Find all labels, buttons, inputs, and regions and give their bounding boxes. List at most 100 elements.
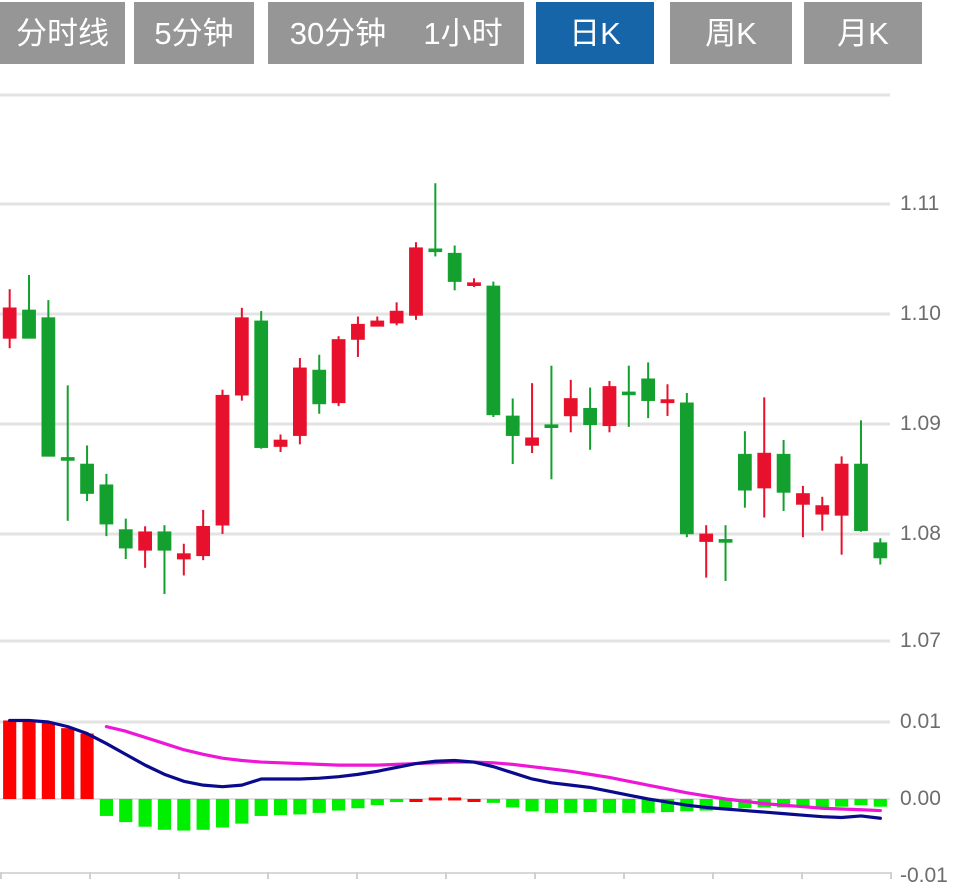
candle[interactable] (738, 431, 752, 508)
candle[interactable] (467, 278, 481, 288)
candle[interactable] (621, 365, 636, 427)
candle[interactable] (873, 538, 888, 565)
candle[interactable] (215, 389, 230, 534)
candle[interactable] (409, 242, 423, 320)
macd-bar (602, 799, 617, 813)
candle[interactable] (660, 384, 675, 416)
period-tab-label: 分时线 (16, 15, 109, 51)
candle[interactable] (505, 398, 520, 465)
candle[interactable] (41, 300, 56, 457)
macd-bar (409, 799, 423, 802)
candlestick-and-macd-plot[interactable] (0, 66, 963, 879)
candle-wick (531, 383, 534, 454)
candle[interactable] (312, 354, 327, 414)
price-gridline-1.07 (0, 639, 890, 643)
period-tab-1[interactable]: 5分钟 (134, 2, 254, 64)
macd-bar (641, 799, 655, 813)
candle-body (796, 493, 810, 505)
candle[interactable] (602, 380, 617, 433)
macd-bar (138, 799, 152, 827)
candle[interactable] (679, 393, 694, 538)
candle[interactable] (234, 307, 249, 401)
period-tab-5[interactable]: 周K (670, 2, 792, 64)
candle-body (215, 394, 230, 526)
candle[interactable] (718, 525, 733, 581)
candle[interactable] (99, 473, 114, 537)
candle[interactable] (370, 316, 385, 327)
candle[interactable] (196, 509, 211, 561)
period-tab-2[interactable]: 30分钟 (268, 2, 408, 64)
candle[interactable] (447, 245, 462, 291)
candle[interactable] (834, 456, 849, 555)
candle[interactable] (138, 526, 152, 568)
macd-bar (273, 799, 288, 816)
x-axis-tick (534, 872, 536, 879)
candle[interactable] (254, 311, 269, 449)
candle[interactable] (815, 496, 830, 531)
candle[interactable] (157, 525, 172, 595)
candle[interactable] (796, 485, 810, 538)
macd-bar (718, 799, 733, 810)
macd-bar (41, 722, 55, 799)
price-gridline-1.09 (0, 422, 890, 426)
candle-body (409, 247, 423, 316)
candle-body (118, 529, 133, 549)
candle[interactable] (331, 336, 346, 407)
candle[interactable] (563, 379, 578, 433)
candle[interactable] (2, 289, 17, 349)
candle-body (583, 407, 597, 425)
candle[interactable] (854, 420, 868, 532)
candle-body (486, 285, 501, 416)
candle[interactable] (351, 316, 365, 357)
candle-wick (801, 485, 804, 538)
candle[interactable] (583, 387, 597, 450)
candle-body (351, 323, 365, 340)
candle-body (544, 424, 559, 428)
candle-body (428, 248, 443, 253)
candle[interactable] (428, 183, 443, 257)
candle-wick (550, 365, 553, 480)
candle[interactable] (757, 397, 772, 518)
candle-body (834, 463, 849, 516)
macd-bar (777, 799, 791, 808)
candle-wick (627, 365, 630, 427)
candle-body (854, 463, 868, 531)
candle-body (41, 317, 56, 457)
macd-axis-label-2: -0.01 (900, 864, 948, 887)
candle-body (273, 439, 288, 447)
candle[interactable] (641, 362, 656, 419)
candle-wick (182, 543, 185, 576)
candle[interactable] (776, 439, 791, 511)
candle[interactable] (544, 365, 559, 480)
candle[interactable] (486, 281, 501, 418)
period-tab-6[interactable]: 月K (804, 2, 922, 64)
candle[interactable] (22, 275, 36, 339)
period-tab-label: 5分钟 (154, 15, 234, 51)
macd-bar (738, 799, 752, 809)
x-axis-tick (801, 872, 803, 879)
candle-body (157, 531, 172, 551)
period-tab-4[interactable]: 日K (536, 2, 654, 64)
macd-bar (448, 797, 462, 801)
period-tab-0[interactable]: 分时线 (0, 2, 125, 64)
candle[interactable] (293, 358, 307, 445)
macd-bar (544, 799, 558, 813)
macd-bar (99, 799, 113, 816)
candle-body (370, 320, 385, 327)
candle[interactable] (525, 383, 539, 454)
candle[interactable] (273, 434, 288, 452)
candle[interactable] (389, 302, 404, 326)
candle-body (718, 539, 733, 543)
candle[interactable] (176, 543, 191, 576)
macd-bar (293, 799, 307, 815)
period-tab-3[interactable]: 1小时 (402, 2, 524, 64)
x-axis-tick (445, 872, 447, 879)
candle[interactable] (699, 525, 714, 578)
candle-body (312, 369, 327, 405)
candle[interactable] (118, 518, 133, 560)
candle-wick (434, 183, 437, 257)
candle[interactable] (80, 445, 94, 502)
macd-bar (506, 799, 520, 808)
candle[interactable] (60, 385, 75, 521)
candle-body (176, 553, 191, 560)
